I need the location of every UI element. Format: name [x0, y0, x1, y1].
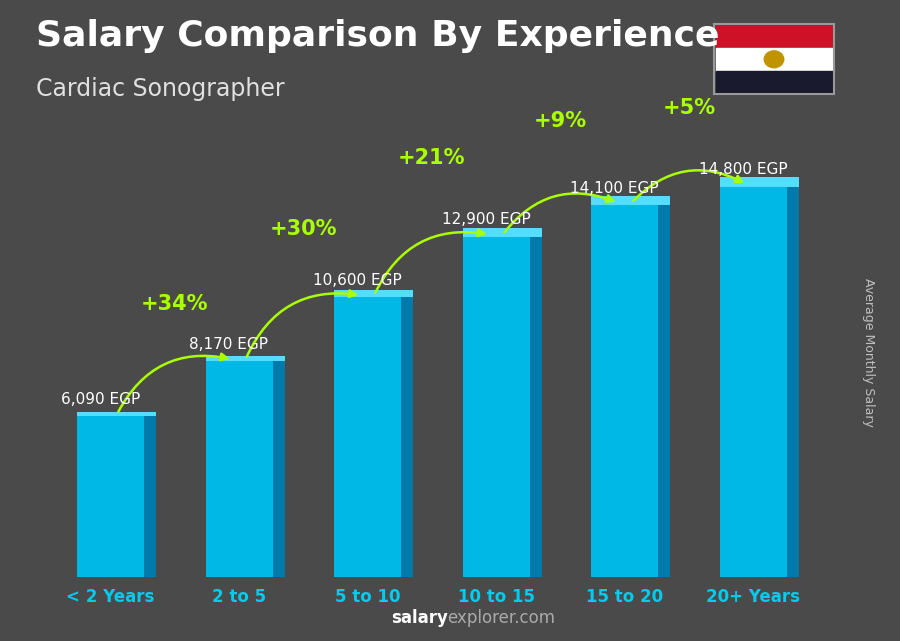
FancyBboxPatch shape [591, 196, 670, 205]
Text: 6,090 EGP: 6,090 EGP [60, 392, 140, 407]
FancyBboxPatch shape [591, 205, 658, 577]
Text: +21%: +21% [398, 148, 466, 168]
FancyBboxPatch shape [463, 228, 542, 237]
Text: Cardiac Sonographer: Cardiac Sonographer [36, 77, 284, 101]
FancyBboxPatch shape [77, 416, 144, 577]
Text: +34%: +34% [141, 294, 209, 314]
FancyBboxPatch shape [206, 362, 273, 577]
Text: +5%: +5% [662, 98, 716, 118]
FancyBboxPatch shape [144, 416, 156, 577]
FancyBboxPatch shape [334, 290, 413, 297]
Text: +30%: +30% [270, 219, 338, 239]
Circle shape [764, 51, 784, 68]
FancyBboxPatch shape [720, 187, 787, 577]
Text: Average Monthly Salary: Average Monthly Salary [862, 278, 875, 427]
Text: 10,600 EGP: 10,600 EGP [313, 273, 401, 288]
FancyBboxPatch shape [273, 362, 284, 577]
Bar [716, 71, 832, 93]
Bar [716, 48, 832, 71]
FancyBboxPatch shape [787, 187, 799, 577]
FancyBboxPatch shape [77, 412, 156, 416]
Text: 14,800 EGP: 14,800 EGP [698, 162, 788, 178]
Text: 8,170 EGP: 8,170 EGP [189, 337, 268, 352]
FancyBboxPatch shape [401, 297, 413, 577]
Text: salary: salary [392, 609, 448, 627]
FancyBboxPatch shape [206, 356, 284, 362]
Text: +9%: +9% [534, 111, 587, 131]
Text: 14,100 EGP: 14,100 EGP [571, 181, 659, 196]
FancyBboxPatch shape [334, 297, 401, 577]
FancyBboxPatch shape [463, 237, 530, 577]
Text: explorer.com: explorer.com [447, 609, 555, 627]
Text: Salary Comparison By Experience: Salary Comparison By Experience [36, 19, 719, 53]
Bar [716, 26, 832, 48]
FancyBboxPatch shape [720, 177, 799, 187]
FancyBboxPatch shape [530, 237, 542, 577]
FancyBboxPatch shape [658, 205, 670, 577]
Text: 12,900 EGP: 12,900 EGP [442, 212, 530, 228]
